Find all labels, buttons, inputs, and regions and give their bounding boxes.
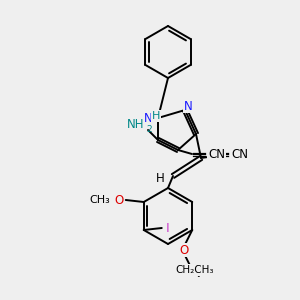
Text: CN: CN [231, 148, 248, 160]
Text: CH₃: CH₃ [89, 195, 110, 205]
Text: CN: CN [208, 148, 225, 160]
Text: O: O [180, 244, 189, 256]
Text: NH: NH [127, 118, 144, 131]
Text: I: I [166, 221, 169, 235]
Text: N: N [184, 100, 192, 112]
Text: CH₂CH₃: CH₂CH₃ [175, 265, 214, 275]
Text: ethyl: ethyl [182, 267, 207, 277]
Text: O: O [115, 194, 124, 206]
Text: 2: 2 [146, 124, 152, 134]
Text: H: H [152, 111, 160, 121]
Text: H: H [156, 172, 165, 184]
Text: N: N [144, 112, 153, 124]
